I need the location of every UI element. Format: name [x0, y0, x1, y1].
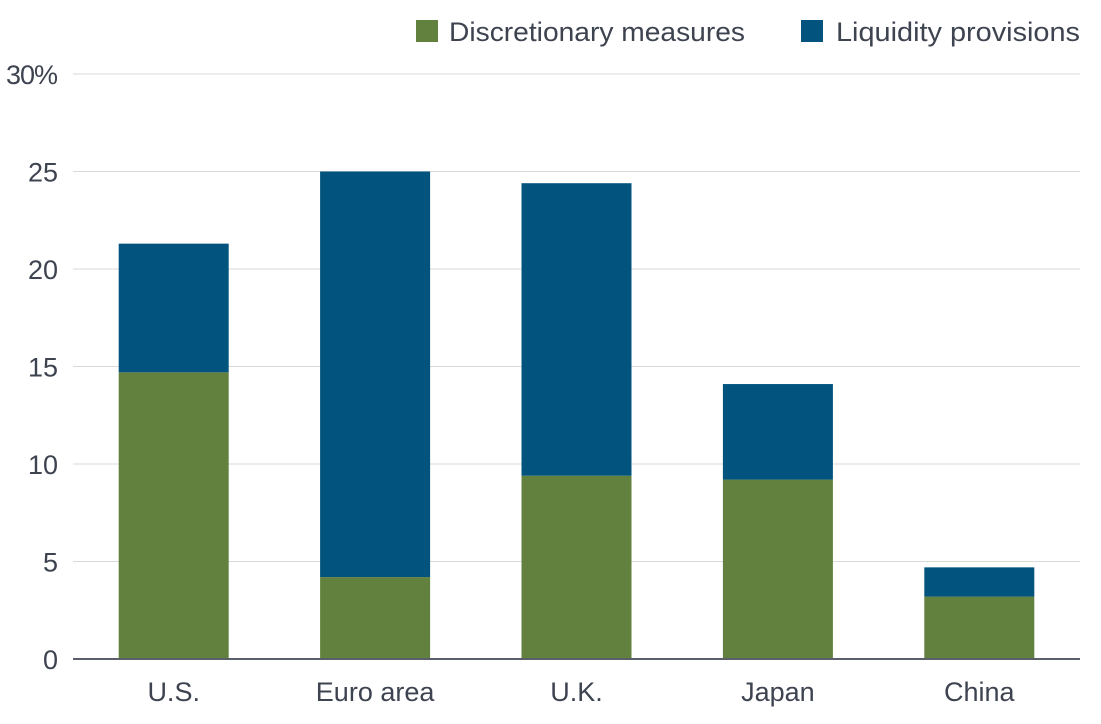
bar-liquidity-provisions — [924, 567, 1035, 597]
bar-discretionary-measures — [521, 475, 632, 659]
legend-swatch — [416, 20, 438, 42]
bar-liquidity-provisions — [118, 243, 229, 373]
legend-label: Discretionary measures — [449, 17, 745, 47]
y-tick-label: 20 — [28, 255, 58, 285]
bar-discretionary-measures — [924, 596, 1035, 659]
bar-discretionary-measures — [320, 577, 431, 659]
x-tick-label: Euro area — [316, 677, 436, 707]
x-tick-label: Japan — [741, 677, 815, 707]
y-tick-label: 5 — [43, 548, 58, 578]
bar-liquidity-provisions — [521, 183, 632, 476]
legend-label: Liquidity provisions — [836, 17, 1080, 47]
x-tick-label: U.S. — [147, 677, 200, 707]
y-tick-label: 0 — [43, 645, 58, 675]
y-tick-label: 30% — [6, 60, 58, 90]
bar-liquidity-provisions — [320, 171, 431, 578]
legend-swatch — [801, 20, 823, 42]
y-tick-label: 15 — [28, 353, 58, 383]
bar-discretionary-measures — [722, 479, 833, 659]
bar-discretionary-measures — [118, 372, 229, 659]
bar-liquidity-provisions — [722, 384, 833, 480]
y-tick-label: 25 — [28, 158, 58, 188]
x-tick-label: U.K. — [550, 677, 603, 707]
y-tick-label: 10 — [28, 450, 58, 480]
x-tick-label: China — [944, 677, 1016, 707]
